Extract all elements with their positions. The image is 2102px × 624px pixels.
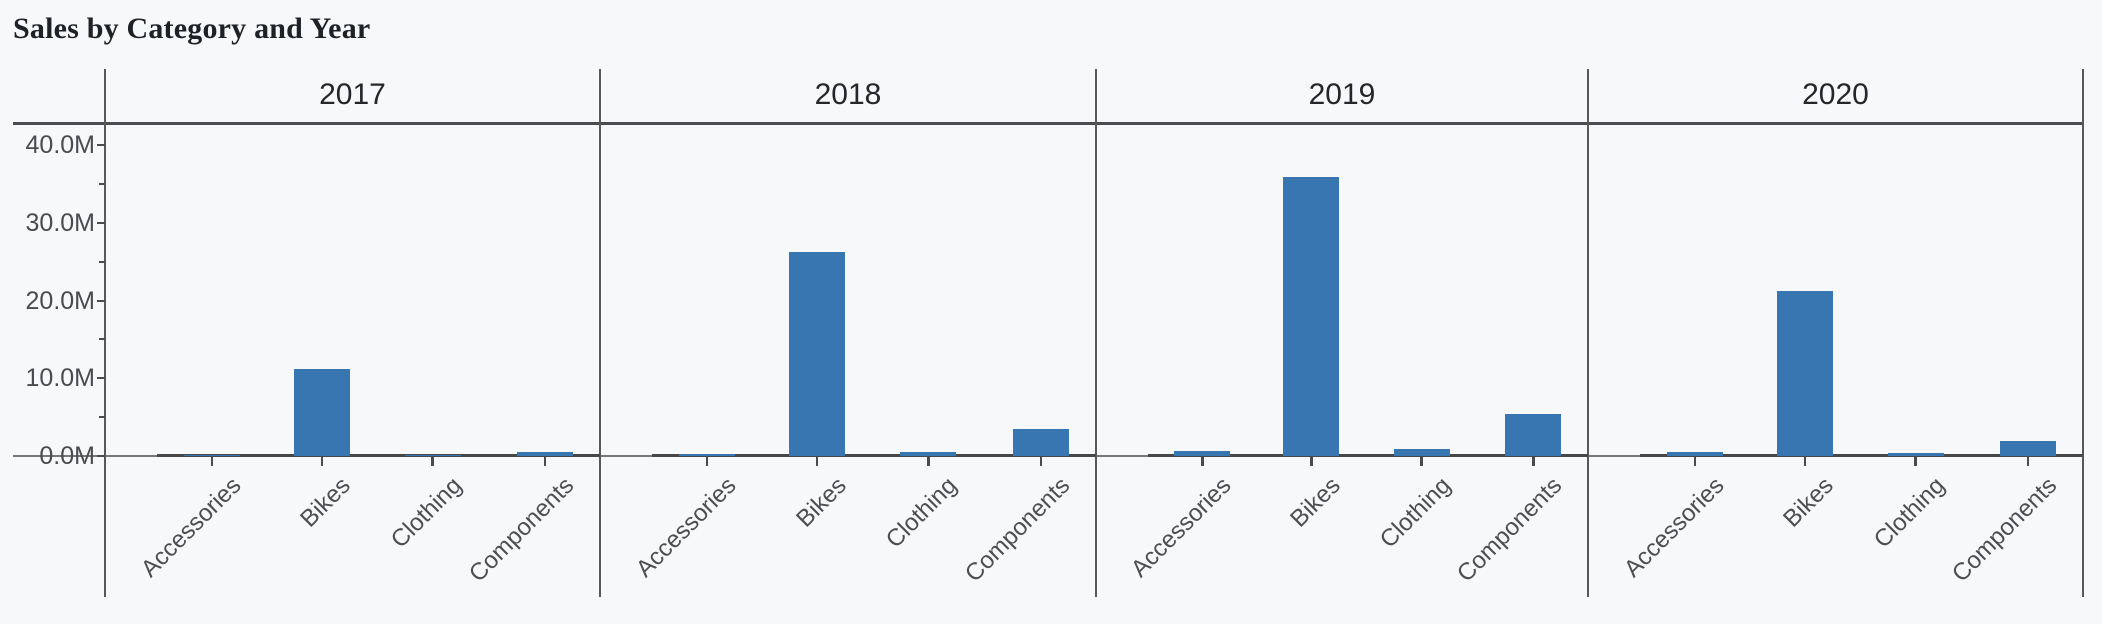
bar-2017-accessories[interactable] (183, 454, 240, 456)
bar-2020-bikes[interactable] (1776, 291, 1833, 456)
x-axis-tick-bikes (815, 457, 819, 466)
x-axis-baseline (157, 454, 600, 457)
bar-2019-clothing[interactable] (1393, 449, 1450, 456)
x-axis-label-clothing: Clothing (881, 472, 963, 554)
x-axis-tick-components (1039, 457, 1043, 466)
bar-2019-accessories[interactable] (1174, 450, 1231, 456)
x-axis-label-clothing: Clothing (1868, 472, 1950, 554)
x-axis-label-accessories: Accessories (135, 472, 247, 583)
x-axis-label-bikes: Bikes (1778, 472, 1839, 533)
x-axis-tick-bikes (320, 457, 324, 466)
chart-title: Sales by Category and Year (13, 12, 371, 45)
y-axis-tick-label: 40.0M (25, 131, 95, 160)
y-axis-tick-label: 20.0M (25, 286, 95, 315)
x-axis-tick-accessories (210, 457, 214, 466)
bar-2018-accessories[interactable] (679, 454, 736, 456)
y-axis-major-tick (97, 455, 105, 457)
x-axis-tick-components (1532, 457, 1535, 466)
bar-2018-components[interactable] (1012, 428, 1069, 456)
facet-header-year-2018: 2018 (814, 78, 882, 111)
x-axis-label-clothing: Clothing (1374, 472, 1456, 554)
x-axis-label-components: Components (959, 472, 1076, 588)
x-axis-tick-clothing (1420, 457, 1423, 466)
facet-header-year-2017: 2017 (319, 78, 386, 111)
right-border-line (2082, 69, 2084, 597)
y-axis-major-tick (97, 299, 105, 302)
y-axis-major-tick (97, 221, 105, 224)
x-axis-tick-clothing (431, 457, 434, 466)
x-axis-tick-accessories (1201, 457, 1204, 466)
bar-2017-components[interactable] (517, 451, 574, 456)
x-axis-baseline (652, 454, 1096, 457)
bar-2018-bikes[interactable] (789, 251, 846, 456)
y-axis-minor-tick (99, 260, 105, 263)
bar-2017-clothing[interactable] (404, 454, 461, 456)
facet-header-year-2020: 2020 (1802, 78, 1869, 111)
y-axis-line (104, 69, 106, 597)
x-axis-tick-components (543, 457, 547, 466)
bar-2017-bikes[interactable] (293, 368, 350, 456)
x-axis-label-accessories: Accessories (630, 472, 742, 583)
y-axis-tick-label: 10.0M (25, 364, 95, 393)
y-axis-minor-tick (99, 183, 105, 186)
x-axis-label-bikes: Bikes (1285, 472, 1346, 533)
y-axis-minor-tick (99, 338, 105, 341)
x-axis-label-bikes: Bikes (295, 472, 356, 533)
x-axis-tick-accessories (1693, 457, 1697, 466)
bar-2020-accessories[interactable] (1666, 452, 1723, 456)
x-axis-tick-bikes (1803, 457, 1807, 466)
facet-header-year-2019: 2019 (1308, 78, 1376, 111)
x-axis-tick-clothing (927, 457, 930, 466)
x-axis-label-components: Components (1946, 472, 2063, 588)
x-axis-label-accessories: Accessories (1125, 472, 1237, 583)
x-axis-tick-bikes (1310, 457, 1313, 466)
x-axis-label-clothing: Clothing (385, 472, 467, 554)
bar-2019-components[interactable] (1505, 414, 1562, 456)
y-axis-tick-label: 30.0M (25, 208, 95, 237)
header-divider-line (13, 122, 2083, 125)
x-axis-baseline (1640, 454, 2083, 457)
y-axis-tick-label: 0.0M (39, 442, 95, 470)
panel-divider (599, 69, 601, 597)
panel-divider (1095, 69, 1097, 597)
bar-2019-bikes[interactable] (1283, 177, 1340, 456)
y-axis-minor-tick (99, 416, 105, 419)
x-axis-tick-accessories (705, 457, 709, 466)
x-axis-baseline (1148, 454, 1588, 457)
bar-2018-clothing[interactable] (900, 452, 957, 456)
panel-divider (1587, 69, 1589, 597)
bar-2020-clothing[interactable] (1887, 452, 1944, 456)
x-axis-label-bikes: Bikes (790, 472, 852, 533)
bar-2020-components[interactable] (2000, 440, 2057, 456)
x-axis-label-accessories: Accessories (1618, 472, 1730, 583)
x-axis-tick-components (2026, 457, 2030, 466)
y-axis-major-tick (97, 144, 105, 147)
x-axis-label-components: Components (1452, 472, 1568, 588)
x-axis-tick-clothing (1914, 457, 1917, 466)
y-axis-major-tick (97, 377, 105, 380)
x-axis-label-components: Components (463, 472, 580, 588)
